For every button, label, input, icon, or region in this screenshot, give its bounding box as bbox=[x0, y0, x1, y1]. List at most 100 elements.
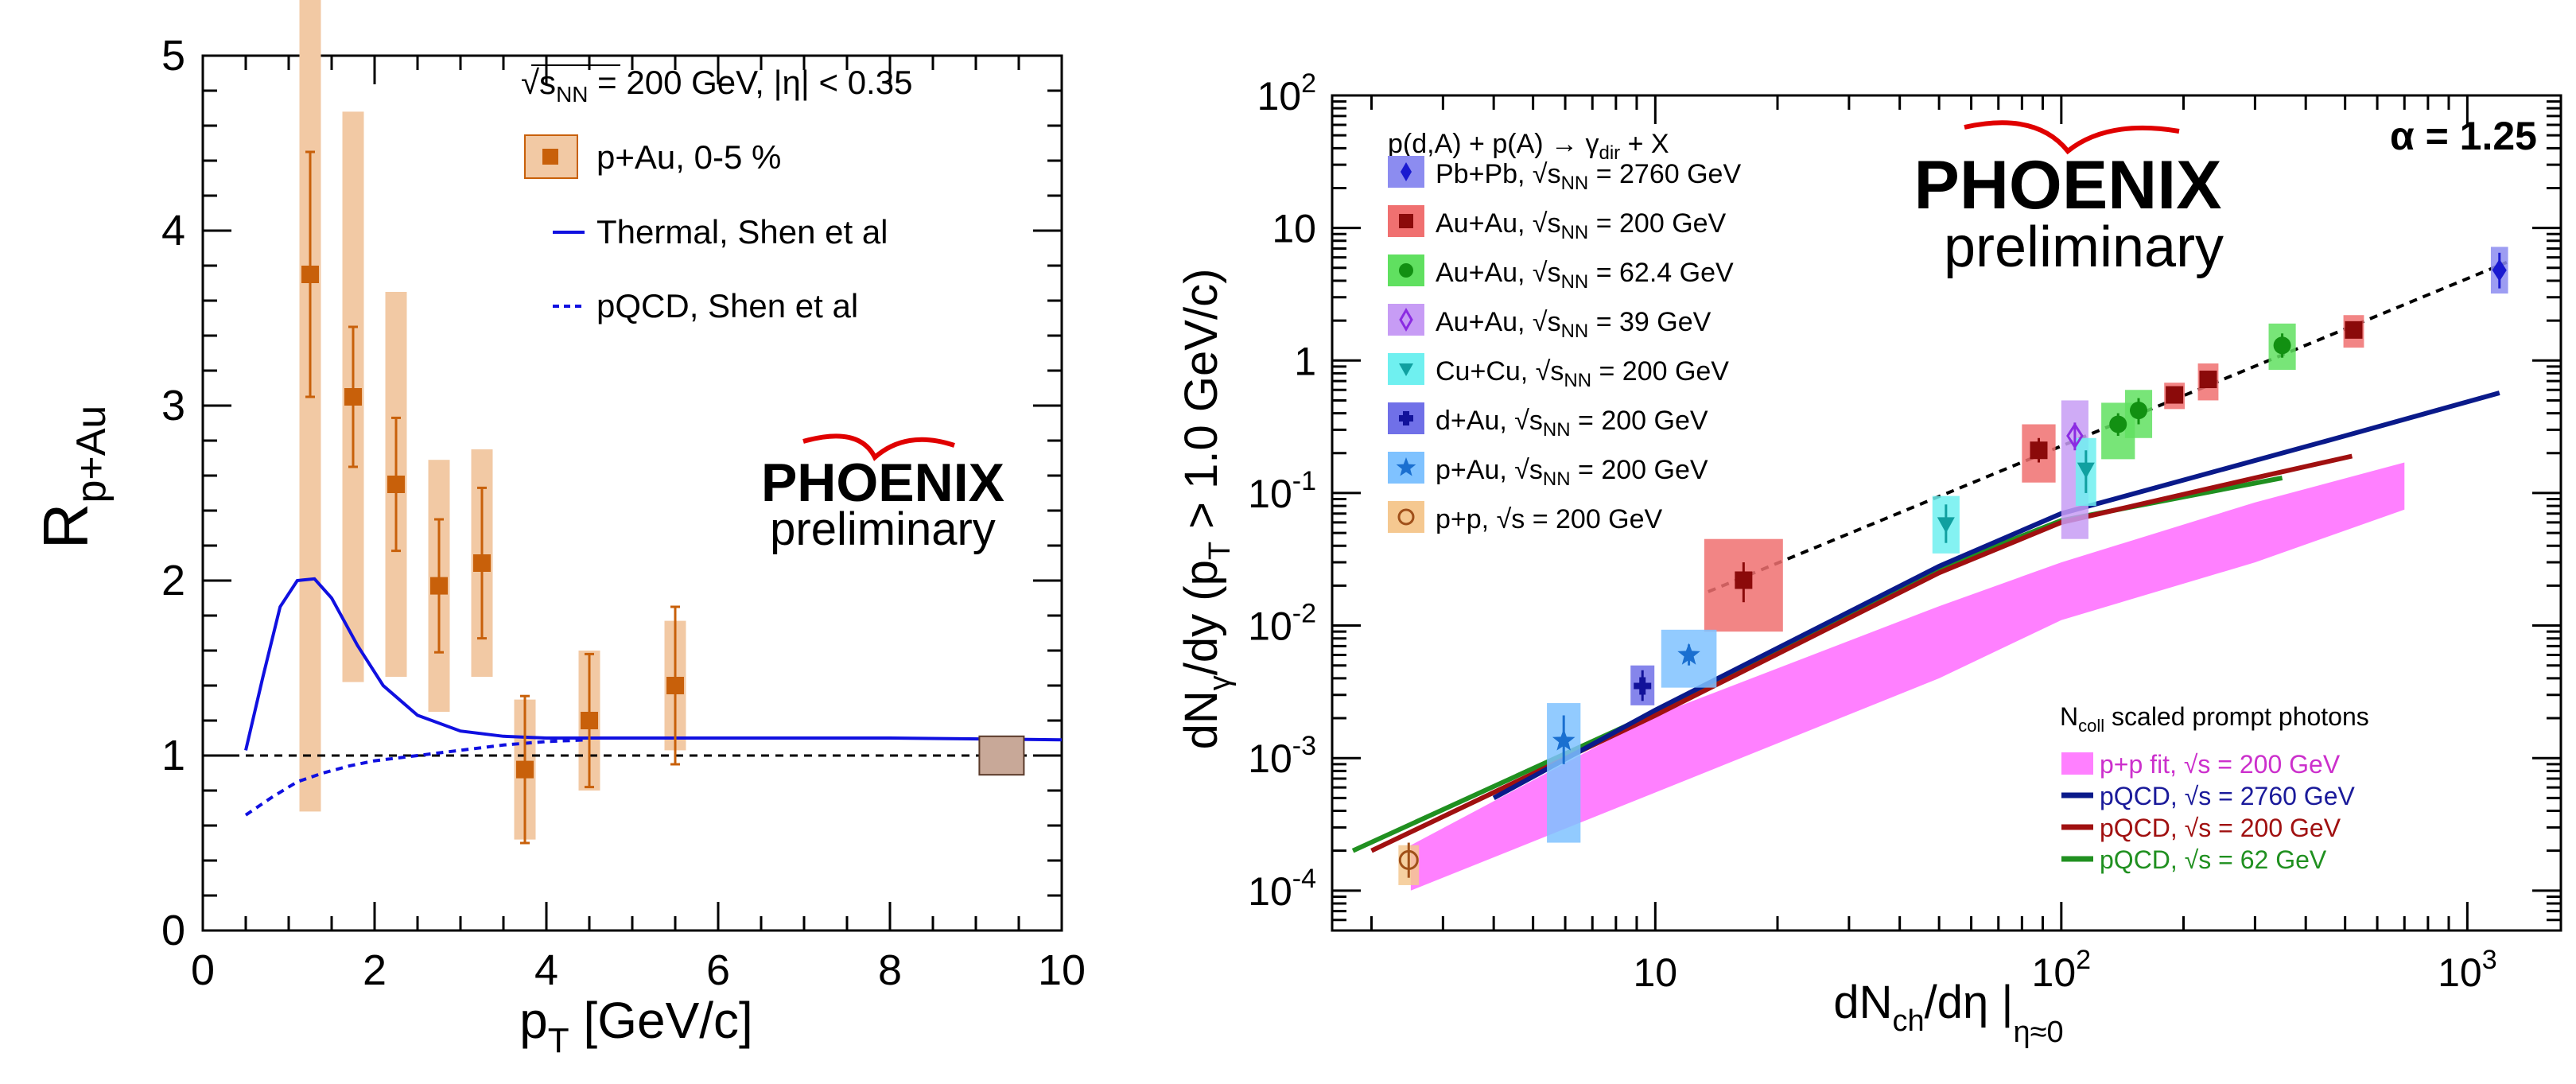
data-point bbox=[430, 577, 448, 595]
pp-fit-band bbox=[1410, 462, 2405, 891]
marker-circle bbox=[1399, 263, 1413, 278]
left-ticks bbox=[201, 54, 1063, 932]
x-tick-label: 8 bbox=[878, 946, 902, 994]
right-data-points bbox=[1398, 252, 2507, 878]
pqcd-curve bbox=[244, 738, 590, 817]
right-ticks bbox=[1332, 94, 2561, 932]
bands-legend-label: pQCD, √s = 2760 GeV bbox=[2100, 782, 2355, 810]
y-tick-label: 3 bbox=[161, 382, 185, 429]
right-x-axis-label: dNch/dη |η≈0 bbox=[1833, 977, 2063, 1049]
marker-cross bbox=[1634, 677, 1652, 695]
phenix-swoosh-icon bbox=[802, 433, 955, 461]
data-point bbox=[666, 677, 684, 694]
right-x-tick-labels: 10 102 103 bbox=[1633, 945, 2496, 995]
y-tick-label: 10-4 bbox=[1248, 864, 1316, 914]
y-tick-label: 10 bbox=[1272, 207, 1316, 251]
marker-diamond bbox=[2492, 258, 2507, 282]
y-tick-label: 10-2 bbox=[1248, 599, 1316, 649]
legend-swatch bbox=[1388, 501, 1424, 533]
marker-triangle bbox=[2077, 462, 2095, 479]
bands-legend-header: Ncoll scaled prompt photons bbox=[2060, 702, 2369, 736]
marker-square bbox=[2166, 386, 2184, 404]
alpha-label: α = 1.25 bbox=[2390, 114, 2537, 158]
right-legend: Pb+Pb, √sNN = 2760 GeV Au+Au, √sNN = 200 … bbox=[1388, 156, 1741, 534]
marker-open-diamond bbox=[2066, 422, 2084, 449]
legend-label: Cu+Cu, √sNN = 200 GeV bbox=[1436, 356, 1729, 391]
marker-square bbox=[2345, 321, 2363, 339]
legend-label: Au+Au, √sNN = 39 GeV bbox=[1436, 307, 1712, 342]
left-y-axis-label: Rp+Au bbox=[30, 406, 115, 550]
left-sys-boxes bbox=[299, 0, 686, 840]
right-chart: 10 102 103 10-4 10-3 10-2 10-1 1 10 102 dNch/dη … bbox=[1175, 68, 2562, 1049]
marker-open-circle bbox=[1397, 508, 1415, 526]
y-tick-label: 10-3 bbox=[1248, 731, 1316, 781]
left-x-axis-label: pT [GeV/c] bbox=[519, 992, 753, 1060]
legend-label: d+Au, √sNN = 200 GeV bbox=[1436, 406, 1708, 441]
legend-label: Au+Au, √sNN = 200 GeV bbox=[1436, 208, 1727, 243]
legend-label-pqcd: pQCD, Shen et al bbox=[596, 287, 858, 324]
bands-legend-label: p+p fit, √s = 200 GeV bbox=[2100, 750, 2341, 779]
marker-open-circle bbox=[1398, 849, 1419, 870]
marker-triangle bbox=[1399, 363, 1413, 376]
normalization-box bbox=[978, 735, 1025, 776]
data-point bbox=[301, 266, 319, 283]
x-tick-label: 10 bbox=[1633, 950, 1677, 995]
x-tick-label: 103 bbox=[2438, 945, 2497, 995]
marker-square bbox=[1735, 571, 1753, 589]
legend-label: p+Au, √sNN = 200 GeV bbox=[1436, 455, 1708, 490]
bands-legend-swatch bbox=[2061, 752, 2093, 775]
x-tick-label: 6 bbox=[706, 946, 730, 994]
data-point bbox=[344, 388, 362, 406]
y-tick-label: 102 bbox=[1257, 68, 1316, 119]
marker-square bbox=[2030, 441, 2048, 460]
marker-square bbox=[1399, 214, 1413, 228]
x-tick-label: 2 bbox=[363, 946, 387, 994]
right-legend-header: p(d,A) + p(A) → γdir + X bbox=[1388, 129, 1669, 164]
phenix-logo-right: PHOENIX preliminary bbox=[1914, 120, 2224, 279]
marker-circle bbox=[2273, 336, 2291, 355]
bands-legend-label: pQCD, √s = 62 GeV bbox=[2100, 845, 2327, 874]
pqcd-2760-curve bbox=[1492, 390, 2500, 801]
data-point bbox=[473, 554, 491, 572]
marker-open-diamond bbox=[1399, 308, 1413, 332]
bands-legend: p+p fit, √s = 200 GeV pQCD, √s = 2760 GeV… bbox=[2061, 750, 2355, 874]
marker-square bbox=[2199, 371, 2217, 389]
legend-label-pau: p+Au, 0-5 % bbox=[596, 138, 781, 176]
y-tick-label: 1 bbox=[161, 732, 185, 779]
legend-label-thermal: Thermal, Shen et al bbox=[596, 213, 888, 251]
left-y-tick-labels: 0 1 2 3 4 5 bbox=[161, 32, 185, 954]
thermal-curve bbox=[244, 577, 1063, 751]
phenix-logo-sub: preliminary bbox=[770, 503, 996, 555]
y-tick-label: 4 bbox=[161, 207, 185, 254]
legend-swatch-pau-box bbox=[524, 134, 578, 179]
phenix-logo-text: PHOENIX bbox=[1914, 147, 2221, 223]
legend-swatch-pau-marker bbox=[542, 149, 558, 165]
marker-star bbox=[1677, 643, 1700, 665]
y-tick-label: 5 bbox=[161, 32, 185, 80]
x-tick-label: 4 bbox=[534, 946, 558, 994]
marker-circle bbox=[2129, 402, 2147, 420]
phenix-logo-sub: preliminary bbox=[1944, 216, 2224, 279]
left-annotation: √sNN = 200 GeV, |η| < 0.35 bbox=[521, 64, 912, 107]
y-tick-label: 10-1 bbox=[1248, 466, 1316, 516]
data-point bbox=[387, 476, 405, 493]
sys-box bbox=[299, 0, 321, 812]
marker-star bbox=[1396, 457, 1416, 476]
x-tick-label: 0 bbox=[191, 946, 215, 994]
left-chart: 0 2 4 6 8 10 0 1 2 3 4 5 pT [GeV/c] Rp+Au √sNN = 2… bbox=[30, 0, 1086, 1060]
marker-diamond bbox=[1401, 162, 1412, 181]
y-tick-label: 0 bbox=[161, 907, 185, 954]
phenix-swoosh-icon bbox=[1964, 120, 2180, 155]
right-y-tick-labels: 10-4 10-3 10-2 10-1 1 10 102 bbox=[1248, 68, 1316, 914]
phenix-logo-text: PHOENIX bbox=[761, 453, 1004, 513]
y-tick-label: 1 bbox=[1294, 339, 1316, 383]
data-point bbox=[516, 760, 534, 779]
legend-label: p+p, √s = 200 GeV bbox=[1436, 504, 1663, 534]
x-tick-label: 102 bbox=[2032, 945, 2092, 995]
marker-cross bbox=[1399, 411, 1413, 425]
right-y-axis-label: dNγ/dy (pT > 1.0 GeV/c) bbox=[1175, 269, 1237, 750]
left-data-points bbox=[301, 150, 684, 845]
marker-star bbox=[1552, 728, 1576, 751]
y-tick-label: 2 bbox=[161, 557, 185, 604]
